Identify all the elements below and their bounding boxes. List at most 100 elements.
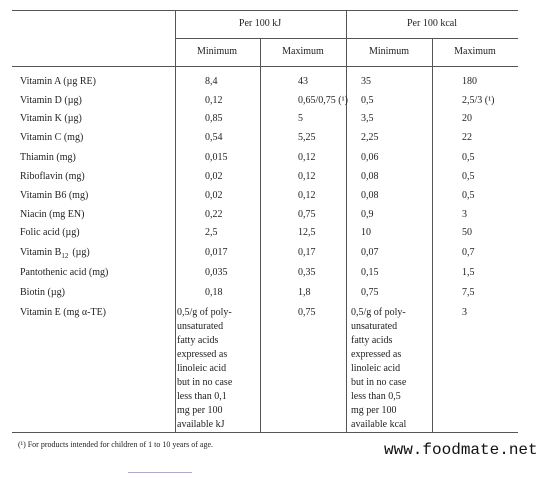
row-label: Vitamin B6 (mg) — [20, 190, 89, 201]
cell: 0,17 — [298, 247, 316, 258]
footnote: (¹) For products intended for children o… — [18, 440, 214, 449]
cell: 50 — [462, 227, 472, 238]
cell-line: less than 0,5 — [351, 391, 401, 402]
subscript: 12 — [61, 252, 69, 260]
cell-line: fatty acids — [351, 335, 393, 346]
cell: 2,5/3 (¹) — [462, 95, 495, 106]
row-label: Folic acid (µg) — [20, 227, 80, 238]
rule — [128, 472, 192, 473]
cell: 8,4 — [205, 76, 218, 87]
cell: 12,5 — [298, 227, 316, 238]
rule — [12, 66, 518, 67]
cell: 1,5 — [462, 267, 475, 278]
row-label: Biotin (µg) — [20, 287, 65, 298]
cell: 180 — [462, 76, 477, 87]
cell-line: but in no case — [351, 377, 407, 388]
cell: 0,5 — [462, 190, 475, 201]
header: Per 100 kJ — [238, 18, 282, 29]
cell: 5,25 — [298, 132, 316, 143]
cell: 43 — [298, 76, 308, 87]
row-label: Thiamin (mg) — [20, 152, 76, 163]
cell-line: less than 0,1 — [177, 391, 227, 402]
cell-line: linoleic acid — [177, 363, 227, 374]
cell: 0,9 — [361, 209, 374, 220]
cell-line: available kcal — [351, 419, 407, 430]
cell: 0,015 — [205, 152, 228, 163]
cell: 0,02 — [205, 171, 223, 182]
cell: 0,5 — [462, 171, 475, 182]
cell: 3,5 — [361, 113, 374, 124]
cell: 3 — [462, 209, 467, 220]
cell-line: mg per 100 — [177, 405, 223, 416]
cell: 0,06 — [361, 152, 379, 163]
row-label: Vitamin C (mg) — [20, 132, 84, 143]
cell: 0,5 — [462, 152, 475, 163]
row-label: Vitamin A (µg RE) — [20, 76, 96, 87]
row-label: Vitamin D (µg) — [20, 95, 82, 106]
cell: 0,65/0,75 (¹) — [298, 95, 348, 106]
cell: 0,5 — [361, 95, 374, 106]
cell-line: fatty acids — [177, 335, 219, 346]
subheader: Maximum — [282, 46, 324, 57]
cell-line: expressed as — [177, 349, 228, 360]
cell: 0,035 — [205, 267, 228, 278]
cell: 7,5 — [462, 287, 475, 298]
cell-line: 0,5/g of poly- — [351, 307, 406, 318]
row-label: Pantothenic acid (mg) — [20, 267, 109, 278]
cell: 0,07 — [361, 247, 379, 258]
label-text: (µg) — [72, 247, 90, 258]
cell: 0,85 — [205, 113, 223, 124]
rule — [175, 10, 176, 432]
cell: 0,12 — [298, 171, 316, 182]
cell: 22 — [462, 132, 472, 143]
cell: 0,12 — [298, 190, 316, 201]
watermark: www.foodmate.net — [384, 441, 538, 459]
cell-line: available kJ — [177, 419, 225, 430]
cell-line: mg per 100 — [351, 405, 397, 416]
label-text: Vitamin B — [20, 247, 62, 258]
header: Per 100 kcal — [407, 18, 457, 29]
cell: 0,54 — [205, 132, 223, 143]
rule — [432, 38, 433, 432]
rule — [12, 432, 518, 433]
rule — [260, 38, 261, 432]
cell: 0,08 — [361, 190, 379, 201]
cell: 10 — [361, 227, 371, 238]
cell: 1,8 — [298, 287, 311, 298]
rule — [12, 10, 518, 11]
cell: 35 — [361, 76, 371, 87]
cell: 0,22 — [205, 209, 223, 220]
row-label: Riboflavin (mg) — [20, 171, 85, 182]
cell: 20 — [462, 113, 472, 124]
subheader: Minimum — [368, 46, 410, 57]
subheader: Maximum — [454, 46, 496, 57]
subheader: Minimum — [196, 46, 238, 57]
cell: 0,35 — [298, 267, 316, 278]
cell: 2,5 — [205, 227, 218, 238]
row-label: Vitamin E (mg α-TE) — [20, 307, 107, 318]
rule — [346, 10, 347, 432]
cell: 0,12 — [298, 152, 316, 163]
row-label: Niacin (mg EN) — [20, 209, 85, 220]
cell: 0,75 — [298, 307, 316, 318]
cell: 0,75 — [298, 209, 316, 220]
cell: 0,12 — [205, 95, 223, 106]
cell: 0,08 — [361, 171, 379, 182]
cell-line: unsaturated — [177, 321, 224, 332]
cell: 5 — [298, 113, 303, 124]
cell: 0,7 — [462, 247, 475, 258]
row-label: Vitamin K (µg) — [20, 113, 82, 124]
cell: 0,18 — [205, 287, 223, 298]
cell: 0,02 — [205, 190, 223, 201]
cell-line: expressed as — [351, 349, 402, 360]
cell-line: 0,5/g of poly- — [177, 307, 232, 318]
cell-line: unsaturated — [351, 321, 398, 332]
cell: 0,75 — [361, 287, 379, 298]
cell-line: but in no case — [177, 377, 233, 388]
cell-line: linoleic acid — [351, 363, 401, 374]
row-label: Vitamin B12 (µg) — [20, 247, 90, 262]
cell: 2,25 — [361, 132, 379, 143]
cell: 0,15 — [361, 267, 379, 278]
cell: 0,017 — [205, 247, 228, 258]
